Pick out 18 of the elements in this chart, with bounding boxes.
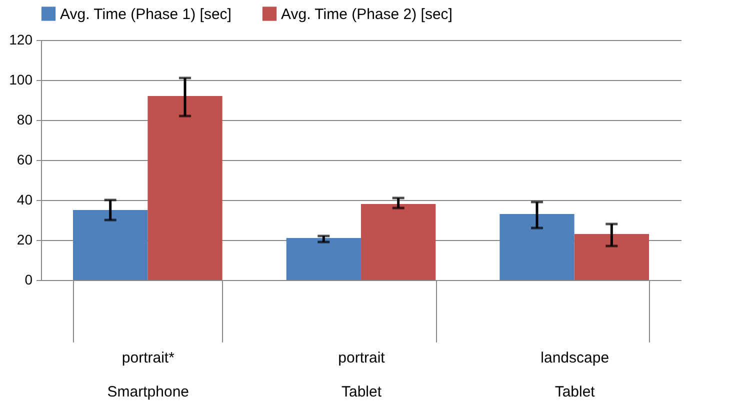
x-tick-label: landscape Tablet	[540, 350, 610, 400]
y-tick-label: 20	[16, 232, 33, 248]
y-tick-label: 80	[16, 112, 33, 128]
x-tick-label: portrait Tablet	[338, 350, 386, 400]
y-tick-label: 40	[16, 192, 33, 208]
y-tick-label: 100	[9, 72, 33, 88]
bar	[286, 238, 361, 280]
bar	[361, 204, 436, 280]
y-tick-label: 0	[24, 272, 33, 288]
legend-label: Avg. Time (Phase 1) [sec]	[60, 6, 232, 23]
bar	[73, 210, 148, 280]
bar	[148, 96, 222, 280]
x-tick-label: portrait* Smartphone	[107, 350, 190, 400]
y-tick-label: 60	[16, 152, 33, 168]
y-tick-label: 120	[9, 32, 33, 48]
legend-label: Avg. Time (Phase 2) [sec]	[281, 6, 452, 23]
bar	[574, 234, 649, 280]
bar	[500, 214, 574, 280]
